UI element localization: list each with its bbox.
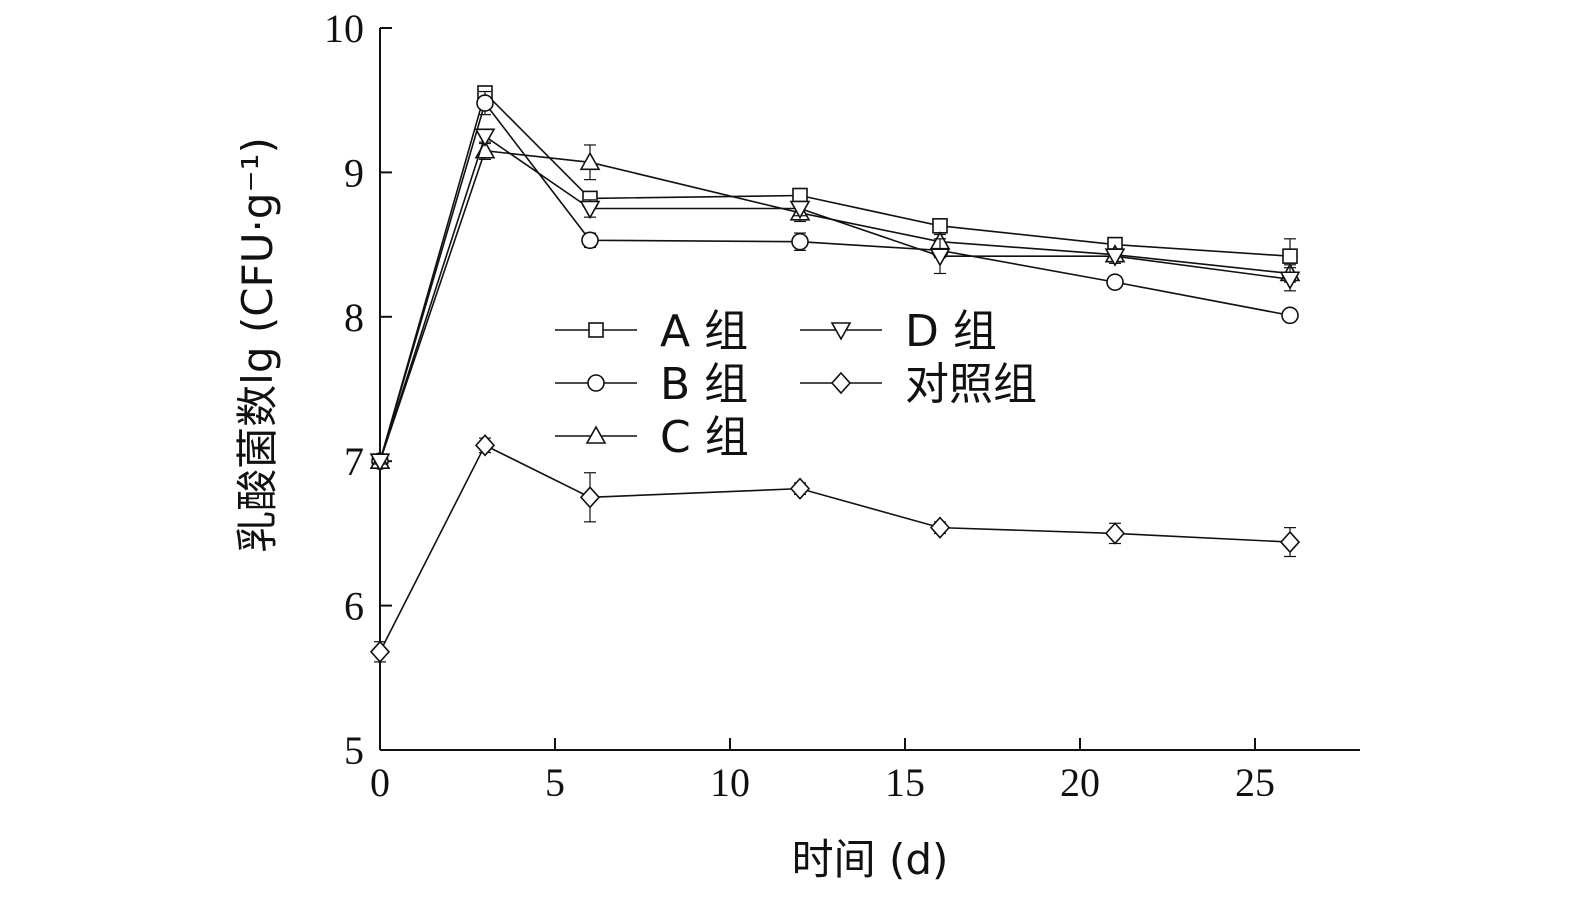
x-axis-label: 时间 (d): [792, 835, 949, 884]
legend-label: D 组: [905, 306, 997, 357]
y-tick-label: 8: [344, 295, 364, 340]
triangle-up-marker: [585, 425, 607, 444]
series-line: [379, 135, 1291, 462]
triangle-down-marker: [929, 248, 951, 267]
circle-marker: [587, 374, 605, 392]
legend-entry: A 组: [555, 306, 748, 357]
x-tick-label: 0: [370, 760, 390, 805]
legend-entry: 对照组: [800, 359, 1037, 410]
legend-label: C 组: [660, 412, 749, 463]
x-tick-label: 5: [545, 760, 565, 805]
diamond-marker: [929, 516, 951, 539]
diamond-marker: [369, 640, 391, 664]
series-line: [379, 101, 1291, 462]
diamond-marker: [830, 371, 852, 395]
circle-marker: [1106, 273, 1124, 291]
square-marker: [792, 187, 808, 204]
triangle-down-marker: [1104, 248, 1126, 267]
series-layer: [369, 85, 1301, 664]
series: [372, 85, 1298, 470]
x-tick-label: 25: [1235, 760, 1275, 805]
triangle-down-marker: [830, 322, 852, 341]
legend-label: B 组: [660, 359, 748, 410]
legend-label: 对照组: [905, 359, 1037, 410]
legend-entry: B 组: [555, 359, 748, 410]
square-marker: [588, 322, 604, 338]
series-line: [379, 149, 1291, 462]
y-tick-label: 9: [344, 150, 364, 195]
circle-marker: [581, 231, 599, 250]
series: [369, 434, 1301, 664]
diamond-marker: [1104, 522, 1126, 545]
series: [371, 90, 1299, 471]
legend-entry: D 组: [800, 306, 997, 357]
circle-marker: [791, 232, 809, 251]
circle-marker: [476, 94, 494, 112]
diamond-marker: [789, 477, 811, 500]
circle-marker: [1281, 306, 1299, 325]
series: [369, 128, 1301, 472]
diamond-marker: [1279, 530, 1301, 554]
y-tick-label: 10: [324, 6, 364, 51]
series: [369, 140, 1301, 470]
triangle-down-marker: [579, 200, 601, 220]
series-line: [379, 91, 1291, 462]
x-tick-label: 20: [1060, 760, 1100, 805]
square-marker: [1282, 248, 1298, 264]
y-tick-label: 7: [344, 439, 364, 484]
diamond-marker: [579, 486, 601, 509]
y-axis-label: 乳酸菌数lg (CFU·g⁻¹): [233, 137, 282, 553]
x-tick-label: 10: [710, 760, 750, 805]
triangle-down-marker: [369, 453, 391, 472]
triangle-down-marker: [1279, 271, 1301, 290]
square-marker: [932, 218, 948, 234]
legend-entry: C 组: [555, 412, 749, 463]
triangle-down-marker: [474, 128, 496, 147]
diamond-marker: [474, 434, 496, 457]
y-tick-label: 6: [344, 584, 364, 629]
y-tick-label: 5: [344, 728, 364, 773]
triangle-down-marker: [789, 200, 811, 220]
triangle-up-marker: [579, 151, 601, 171]
legend-label: A 组: [660, 306, 748, 357]
x-tick-label: 15: [885, 760, 925, 805]
series-line: [379, 444, 1291, 653]
